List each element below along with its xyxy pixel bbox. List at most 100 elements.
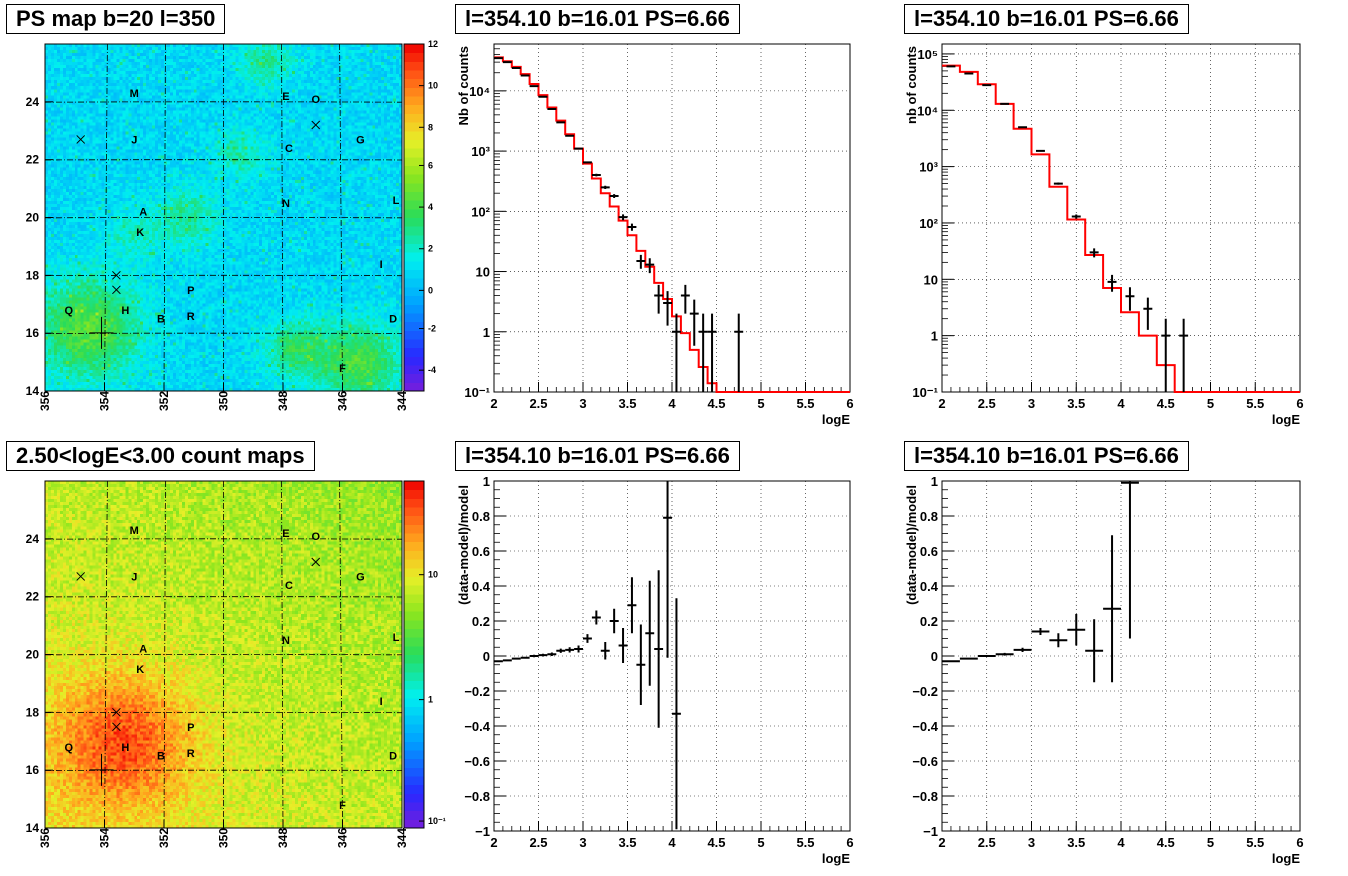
res_left-xlabel: logE bbox=[822, 851, 850, 866]
map_top-xtick-label: 346 bbox=[336, 391, 350, 411]
spec_right-xtick-label: 6 bbox=[1296, 396, 1303, 411]
map_bottom-source-E: E bbox=[282, 528, 289, 540]
spec_left-panel: 2 2.5 3 3.5 4 4.5 5 5.5 610⁻¹11010²10³10⁴logENb … bbox=[456, 44, 854, 427]
res_right-ytick-label: 0.8 bbox=[920, 509, 938, 524]
map_top-source-R: R bbox=[187, 311, 195, 323]
spec_left-xtick-label: 5.5 bbox=[796, 396, 814, 411]
res_right-xtick-label: 2.5 bbox=[978, 835, 996, 850]
map_bottom-source-P: P bbox=[187, 722, 194, 734]
map_bottom-colorbar-label: 1 bbox=[428, 695, 433, 705]
map_bottom-xtick-label: 346 bbox=[336, 828, 350, 848]
res_right-ytick-label: −0.4 bbox=[912, 719, 938, 734]
res_left-xtick-label: 3 bbox=[579, 835, 586, 850]
map_bottom-ytick-label: 14 bbox=[26, 821, 40, 835]
res_right-ytick-label: −0.8 bbox=[912, 789, 938, 804]
map_top-source-O: O bbox=[311, 94, 320, 106]
spec_left-ylabel: Nb of counts bbox=[456, 46, 471, 125]
map_top-xtick-label: 348 bbox=[276, 391, 290, 411]
map_bottom-xtick-label: 352 bbox=[157, 828, 171, 848]
map_top-source-Q: Q bbox=[65, 305, 74, 317]
res_right-xtick-label: 4.5 bbox=[1157, 835, 1175, 850]
spec_right-ylabel: nb of counts bbox=[904, 46, 919, 124]
spec_right-data-point bbox=[1054, 183, 1063, 185]
spec_left-ytick-label: 10⁴ bbox=[469, 84, 490, 99]
spec_right-xtick-label: 2 bbox=[938, 396, 945, 411]
map_bottom-xtick-label: 344 bbox=[395, 828, 409, 848]
res_right-xtick-label: 4 bbox=[1117, 835, 1125, 850]
res_left-ytick-label: −0.6 bbox=[464, 754, 490, 769]
res_left-ytick-label: −1 bbox=[475, 824, 490, 839]
res_left-panel: 2 2.5 3 3.5 4 4.5 5 5.5 6−1−0.8−0.6−0.4−0.200.20… bbox=[456, 474, 854, 866]
map_top-source-K: K bbox=[136, 227, 144, 239]
map_bottom-source-R: R bbox=[187, 748, 195, 760]
map_bottom-xtick-label: 356 bbox=[38, 828, 52, 848]
spec_right-xtick-label: 3 bbox=[1028, 396, 1035, 411]
res_right-panel: 2 2.5 3 3.5 4 4.5 5 5.5 6−1−0.8−0.6−0.4−0.200.20… bbox=[904, 474, 1304, 866]
res_right-ytick-label: −0.6 bbox=[912, 754, 938, 769]
map_bottom-source-B: B bbox=[157, 751, 165, 763]
res_left-data-point bbox=[530, 655, 539, 657]
res_right-ytick-label: 0.6 bbox=[920, 544, 938, 559]
res_left-data-point bbox=[503, 660, 512, 662]
map_top-ytick-label: 18 bbox=[26, 268, 40, 282]
map_bottom-source-I: I bbox=[380, 696, 383, 708]
map_bottom-colorbar-label: 10 bbox=[428, 570, 438, 580]
spec_left-ytick-label: 10³ bbox=[471, 144, 490, 159]
res_left-ytick-label: 0.8 bbox=[472, 509, 490, 524]
map_bottom-source-M: M bbox=[130, 525, 139, 537]
spec_right-ytick-label: 10⁵ bbox=[917, 47, 938, 62]
res_right-xtick-label: 5.5 bbox=[1246, 835, 1264, 850]
res_right-data-point bbox=[996, 653, 1014, 656]
res_right-ytick-label: 0 bbox=[931, 649, 938, 664]
map_top-ytick-label: 20 bbox=[26, 211, 40, 225]
map_top-colorbar-label: 2 bbox=[428, 244, 433, 254]
res_left-ytick-label: 0.2 bbox=[472, 614, 490, 629]
map_top-colorbar-label: 8 bbox=[428, 122, 433, 132]
spec_right-xtick-label: 3.5 bbox=[1067, 396, 1085, 411]
map_top-source-F: F bbox=[339, 363, 346, 375]
res_right-data-point bbox=[942, 661, 960, 662]
spec_left-xtick-label: 2.5 bbox=[529, 396, 547, 411]
map_bottom-source-H: H bbox=[121, 742, 129, 754]
map_top-colorbar-label: -2 bbox=[428, 324, 436, 334]
map_top-xtick-label: 344 bbox=[395, 391, 409, 411]
map_top-source-A: A bbox=[139, 207, 147, 219]
res_right-data-point bbox=[960, 658, 978, 660]
spec_left-data-point bbox=[539, 96, 548, 97]
map_bottom-xtick-label: 350 bbox=[217, 828, 231, 848]
res_left-ytick-label: −0.8 bbox=[464, 789, 490, 804]
spec_left-xtick-label: 3.5 bbox=[618, 396, 636, 411]
spec_left-ytick-label: 10 bbox=[476, 265, 490, 280]
spec_left-data-point bbox=[583, 161, 592, 163]
res_left-ytick-label: 0.4 bbox=[472, 579, 491, 594]
res_left-xtick-label: 6 bbox=[846, 835, 853, 850]
spec_right-ytick-label: 10⁻¹ bbox=[912, 385, 938, 400]
res_right-ytick-label: 0.4 bbox=[920, 579, 939, 594]
res_right-xtick-label: 6 bbox=[1296, 835, 1303, 850]
map_top-xtick-label: 356 bbox=[38, 391, 52, 411]
res_left-xtick-label: 5 bbox=[757, 835, 764, 850]
spec_right-xtick-label: 5 bbox=[1207, 396, 1214, 411]
map_top-xtick-label: 352 bbox=[157, 391, 171, 411]
map_top-colorbar-label: 12 bbox=[428, 39, 438, 49]
spec_left-xtick-label: 4.5 bbox=[707, 396, 725, 411]
map_top-source-M: M bbox=[130, 88, 139, 100]
map_bottom-ytick-label: 24 bbox=[26, 532, 40, 546]
map_top-source-H: H bbox=[121, 305, 129, 317]
spec_right-ytick-label: 1 bbox=[931, 329, 938, 344]
spec_left-xtick-label: 6 bbox=[846, 396, 853, 411]
res_right-ytick-label: −1 bbox=[923, 824, 938, 839]
spec_right-xtick-label: 4.5 bbox=[1157, 396, 1175, 411]
spec_right-ytick-label: 10⁴ bbox=[917, 103, 938, 118]
res_left-ytick-label: 1 bbox=[483, 474, 490, 489]
res_left-data-point bbox=[521, 657, 530, 659]
map_bottom-ytick-label: 22 bbox=[26, 590, 40, 604]
res_right-xtick-label: 3.5 bbox=[1067, 835, 1085, 850]
spec_left-xtick-label: 5 bbox=[757, 396, 764, 411]
res_left-ylabel: (data-model)/model bbox=[456, 485, 471, 605]
spec_right-ytick-label: 10 bbox=[924, 272, 938, 287]
map_top-ytick-label: 22 bbox=[26, 153, 40, 167]
spec_right-xtick-label: 2.5 bbox=[978, 396, 996, 411]
